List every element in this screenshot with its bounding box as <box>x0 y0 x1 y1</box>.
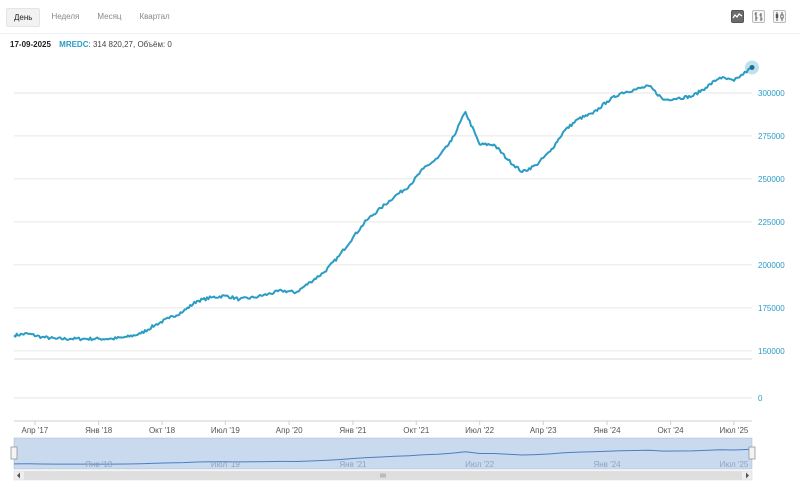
y-tick-label: 300000 <box>758 89 785 98</box>
y-tick-label: 175000 <box>758 304 785 313</box>
tab-day[interactable]: День <box>6 8 41 27</box>
navigator-label: Июл '25 <box>719 460 748 469</box>
price-chart[interactable]: 150000 175000 200000 225000 250000 275000 3000… <box>0 56 800 487</box>
info-ticker: MREDC <box>59 40 89 49</box>
line-chart-button[interactable] <box>731 10 744 23</box>
info-volume: Объём: 0 <box>137 40 172 49</box>
y-tick-label: 225000 <box>758 218 785 227</box>
x-tick-label: Апр '20 <box>276 426 303 435</box>
navigator-label: Янв '21 <box>339 460 367 469</box>
x-tick-label: Июл '25 <box>719 426 748 435</box>
period-tabs: День Неделя Месяц Квартал <box>6 8 177 27</box>
navigator-label: Янв '24 <box>593 460 621 469</box>
x-tick-label: Янв '24 <box>593 426 621 435</box>
ohlc-chart-icon <box>754 12 763 21</box>
x-tick-label: Июл '19 <box>211 426 240 435</box>
y-tick-label: 275000 <box>758 132 785 141</box>
x-tick-label: Янв '18 <box>85 426 113 435</box>
navigator-label: Июл '19 <box>211 460 240 469</box>
x-tick-label: Июл '22 <box>465 426 494 435</box>
line-chart-icon <box>732 13 743 19</box>
series-line[interactable] <box>13 66 753 342</box>
info-value: 314 820,27 <box>92 40 133 49</box>
y-tick-label: 200000 <box>758 261 785 270</box>
tab-quarter[interactable]: Квартал <box>139 12 170 21</box>
candlestick-chart-button[interactable] <box>773 10 786 23</box>
x-tick-label: Окт '21 <box>403 426 430 435</box>
y-tick-label: 250000 <box>758 175 785 184</box>
x-tick-label: Окт '18 <box>149 426 176 435</box>
chart-type-buttons <box>731 10 786 23</box>
navigator-handle-right[interactable] <box>748 446 756 460</box>
navigator-label: Янв '18 <box>85 460 113 469</box>
y-tick-label: 150000 <box>758 347 785 356</box>
tab-month[interactable]: Месяц <box>97 12 122 21</box>
price-info: 17-09-2025 MREDC: 314 820,27, Объём: 0 <box>10 40 172 49</box>
info-date: 17-09-2025 <box>10 40 51 49</box>
volume-tick-label: 0 <box>758 394 763 403</box>
x-tick-label: Янв '21 <box>339 426 367 435</box>
chart-toolbar: День Неделя Месяц Квартал <box>0 0 800 34</box>
navigator-handle-left[interactable] <box>10 446 18 460</box>
x-tick-label: Апр '17 <box>21 426 48 435</box>
scroll-left-arrow-icon[interactable] <box>17 472 20 479</box>
x-tick-label: Окт '24 <box>658 426 685 435</box>
navigator-series-line <box>13 448 753 465</box>
candlestick-chart-icon <box>775 12 784 21</box>
last-point-marker[interactable] <box>749 64 755 70</box>
navigator-label: Июл '22 <box>465 460 494 469</box>
x-tick-label: Апр '23 <box>530 426 557 435</box>
ohlc-chart-button[interactable] <box>752 10 765 23</box>
tab-week[interactable]: Неделя <box>51 12 80 21</box>
scroll-right-arrow-icon[interactable] <box>746 472 749 479</box>
